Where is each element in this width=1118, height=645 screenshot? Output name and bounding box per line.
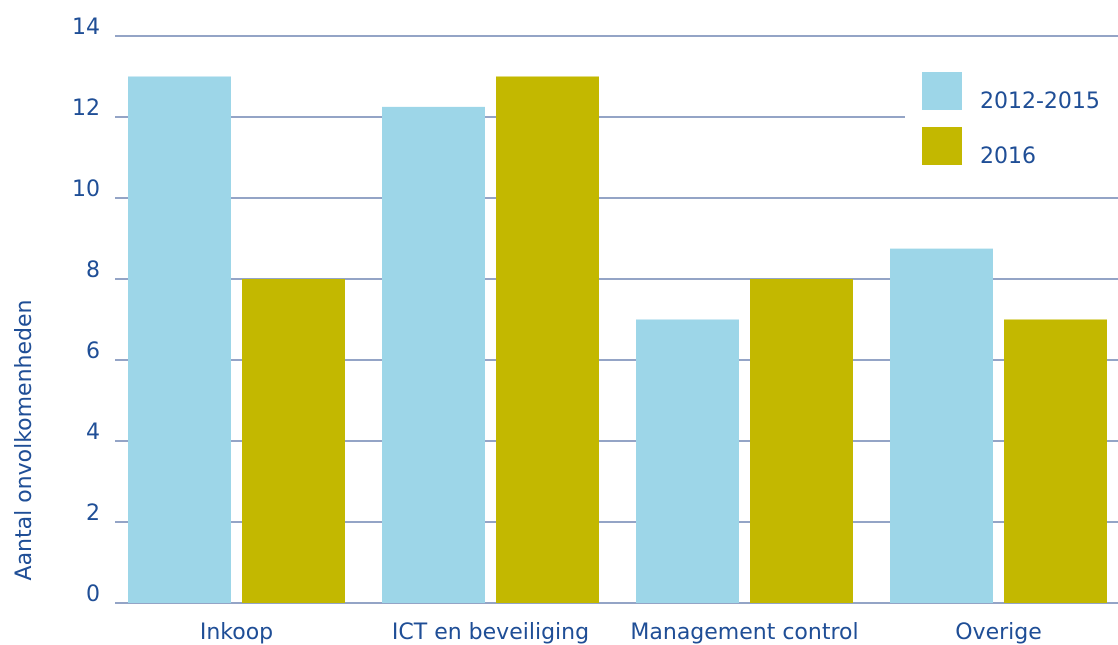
y-tick-label: 4 xyxy=(86,420,100,445)
bar xyxy=(890,248,993,603)
legend-swatch xyxy=(922,72,962,110)
bar xyxy=(1004,319,1107,603)
legend-label: 2012-2015 xyxy=(980,89,1100,114)
bar xyxy=(496,76,599,603)
bar xyxy=(636,319,739,603)
x-tick-label: Overige xyxy=(955,620,1042,645)
y-tick-label: 12 xyxy=(72,96,100,121)
x-tick-label: ICT en beveiliging xyxy=(392,620,589,645)
y-tick-label: 2 xyxy=(86,501,100,526)
x-tick-label: Inkoop xyxy=(200,620,273,645)
legend-label: 2016 xyxy=(980,144,1036,169)
y-tick-label: 14 xyxy=(72,15,100,40)
bar xyxy=(382,106,485,603)
y-tick-label: 10 xyxy=(72,177,100,202)
bar xyxy=(128,76,231,603)
y-tick-label: 0 xyxy=(86,582,100,607)
y-axis-title: Aantal onvolkomenheden xyxy=(12,300,37,581)
legend-swatch xyxy=(922,127,962,165)
y-tick-label: 8 xyxy=(86,258,100,283)
bar xyxy=(242,279,345,603)
bar xyxy=(750,279,853,603)
x-tick-label: Management control xyxy=(630,620,858,645)
y-tick-label: 6 xyxy=(86,339,100,364)
